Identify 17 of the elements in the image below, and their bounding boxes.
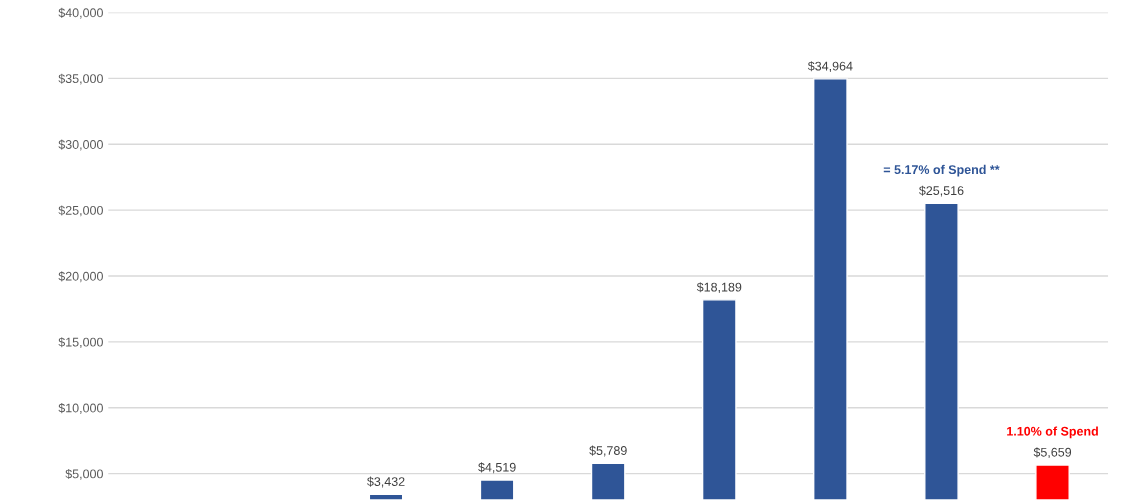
data-label: $18,189 xyxy=(696,282,742,294)
y-tick-label: $35,000 xyxy=(58,73,103,85)
data-label: $5,789 xyxy=(589,445,627,457)
y-tick-label: $15,000 xyxy=(58,337,103,349)
data-label: $4,519 xyxy=(478,462,516,474)
y-tick-label: $20,000 xyxy=(58,271,103,283)
annotation: = 5.17% of Spend ** xyxy=(883,164,1000,177)
data-label: $34,964 xyxy=(807,61,853,73)
data-label: $5,659 xyxy=(1033,447,1072,459)
data-label: $25,516 xyxy=(918,185,964,197)
y-tick-label: $5,000 xyxy=(65,468,103,480)
annotation: 1.10% of Spend xyxy=(1007,426,1098,439)
y-tick-label: $40,000 xyxy=(58,7,103,19)
y-tick-label: $10,000 xyxy=(58,403,103,414)
y-tick-label: $25,000 xyxy=(58,205,103,217)
y-tick-label: $30,000 xyxy=(58,139,103,151)
data-label: $3,432 xyxy=(367,476,405,488)
